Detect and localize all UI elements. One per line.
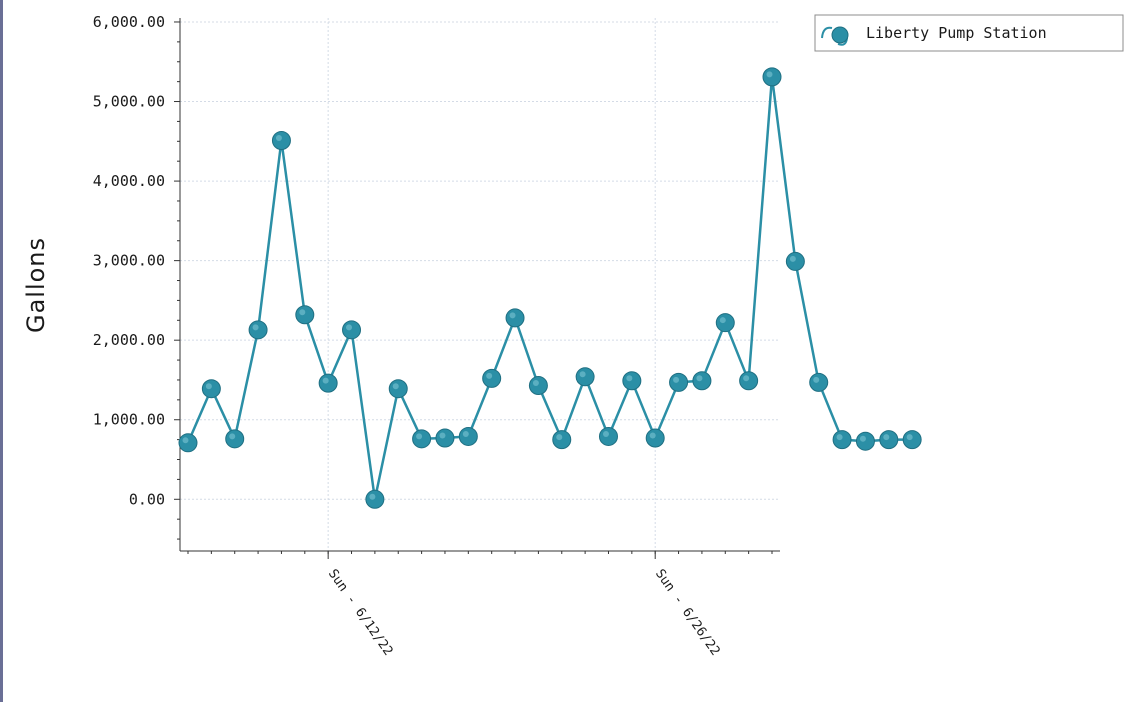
data-point (645, 428, 665, 448)
data-point-highlight (462, 430, 469, 437)
data-point (879, 430, 899, 450)
data-point-highlight (369, 493, 376, 500)
y-tick-label: 2,000.00 (93, 331, 165, 349)
data-point-highlight (486, 372, 493, 379)
data-point-highlight (556, 434, 563, 441)
y-tick-label: 6,000.00 (93, 13, 165, 31)
data-point (575, 367, 595, 387)
data-point (225, 429, 245, 449)
data-point-highlight (392, 383, 399, 390)
data-point (832, 430, 852, 450)
data-point (902, 430, 922, 450)
data-point-highlight (719, 317, 726, 324)
data-point (295, 305, 315, 325)
data-point-highlight (906, 434, 913, 441)
legend-marker-icon (831, 26, 849, 44)
y-tick-label: 5,000.00 (93, 93, 165, 111)
data-point (388, 379, 408, 399)
data-point-highlight (439, 432, 446, 439)
data-point (692, 371, 712, 391)
data-point (855, 431, 875, 451)
data-point (669, 372, 689, 392)
data-point (201, 379, 221, 399)
data-point (598, 426, 618, 446)
data-point-highlight (883, 434, 890, 441)
data-point-highlight (509, 312, 516, 319)
data-point (552, 430, 572, 450)
data-point-highlight (322, 377, 329, 384)
y-tick-label: 0.00 (129, 490, 165, 508)
data-point (715, 313, 735, 333)
data-point-highlight (766, 71, 773, 78)
series-line (186, 75, 913, 501)
data-point (342, 320, 362, 340)
data-point-highlight (229, 433, 236, 440)
data-point-highlight (299, 309, 306, 316)
series-layer (178, 67, 922, 509)
axis-layer (174, 18, 780, 559)
data-point (412, 429, 432, 449)
x-tick-label: Sun - 6/12/22 (325, 567, 396, 659)
data-point-highlight (649, 432, 656, 439)
data-point-highlight (205, 383, 212, 390)
data-point (505, 308, 525, 328)
data-point-highlight (789, 255, 796, 262)
y-tick-label: 4,000.00 (93, 172, 165, 190)
data-point-highlight (182, 437, 189, 444)
data-point (762, 67, 782, 87)
data-point-highlight (673, 376, 680, 383)
data-point (809, 372, 829, 392)
data-point-highlight (416, 433, 423, 440)
data-point (248, 320, 268, 340)
data-point-highlight (579, 371, 586, 378)
data-point (458, 426, 478, 446)
data-point-highlight (252, 324, 259, 331)
legend-label: Liberty Pump Station (866, 24, 1047, 42)
data-point-highlight (696, 375, 703, 382)
data-point-highlight (859, 435, 866, 442)
legend-box (814, 14, 1124, 52)
data-point-highlight (813, 376, 820, 383)
data-point-highlight (532, 380, 539, 387)
y-tick-label: 3,000.00 (93, 252, 165, 270)
x-tick-labels: Sun - 6/12/22 Sun - 6/26/22 (325, 567, 723, 659)
y-axis-label: Gallons (22, 237, 50, 333)
y-tick-label: 1,000.00 (93, 411, 165, 429)
data-point-highlight (626, 375, 633, 382)
x-tick-label: Sun - 6/26/22 (652, 567, 723, 659)
y-tick-labels: 0.00 1,000.00 2,000.00 3,000.00 4,000.00 5,00… (93, 13, 165, 508)
data-point (528, 376, 548, 396)
data-point (365, 489, 385, 509)
data-point (622, 371, 642, 391)
data-point (178, 433, 198, 453)
data-point-highlight (346, 324, 353, 331)
data-point (482, 368, 502, 388)
data-point-highlight (602, 430, 609, 437)
window-left-edge (0, 0, 3, 702)
legend[interactable]: Liberty Pump Station (814, 14, 1124, 52)
grid-layer (180, 18, 780, 551)
data-point (435, 428, 455, 448)
data-point (739, 371, 759, 391)
data-point (318, 373, 338, 393)
data-point-highlight (836, 434, 843, 441)
data-point (785, 251, 805, 271)
data-point-highlight (275, 135, 282, 142)
data-point (271, 131, 291, 151)
data-point-highlight (743, 375, 750, 382)
